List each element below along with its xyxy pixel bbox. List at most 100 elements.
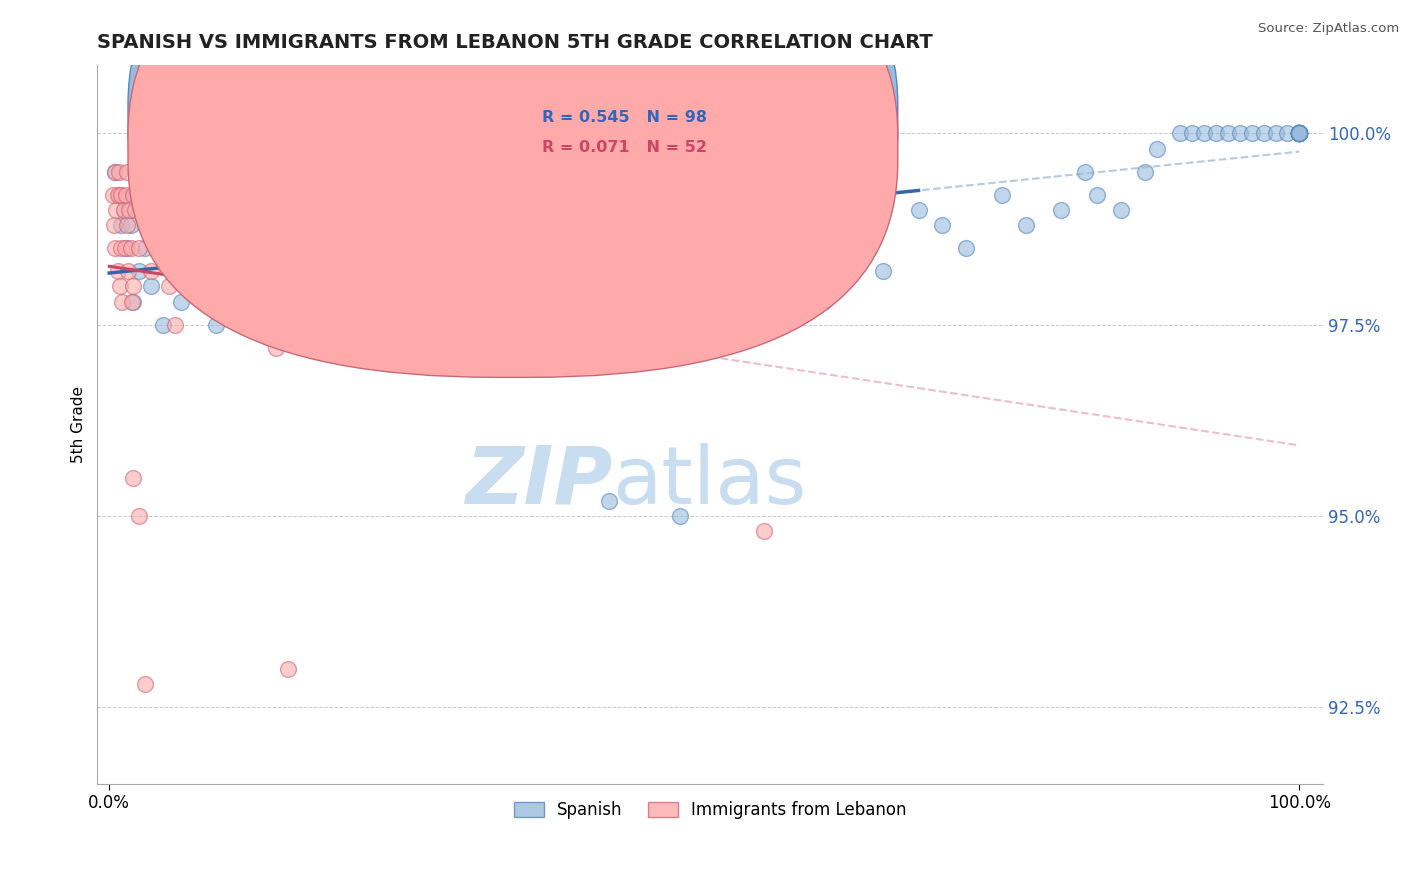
Point <box>1109 202 1132 217</box>
Point <box>112 202 135 217</box>
Point <box>128 508 150 523</box>
Point <box>124 187 146 202</box>
Point <box>193 202 215 217</box>
Point <box>634 241 657 255</box>
Point <box>152 318 174 332</box>
Point <box>139 279 162 293</box>
Point <box>1050 202 1073 217</box>
Point <box>693 264 716 278</box>
Point <box>205 318 228 332</box>
Legend: Spanish, Immigrants from Lebanon: Spanish, Immigrants from Lebanon <box>508 795 914 826</box>
Point <box>117 264 139 278</box>
Point <box>1288 127 1310 141</box>
Point <box>181 218 204 232</box>
Point <box>104 164 127 178</box>
Point <box>108 279 131 293</box>
Point <box>253 241 276 255</box>
Text: ZIP: ZIP <box>465 442 612 521</box>
Point <box>776 202 799 217</box>
Point <box>277 187 299 202</box>
Point <box>931 218 953 232</box>
Point <box>115 164 138 178</box>
Text: atlas: atlas <box>612 442 807 521</box>
Point <box>193 279 215 293</box>
Point <box>456 279 478 293</box>
Point <box>479 241 502 255</box>
Point <box>277 662 299 676</box>
Point <box>1014 218 1036 232</box>
Point <box>157 279 180 293</box>
Point <box>1288 127 1310 141</box>
Point <box>146 241 169 255</box>
Point <box>634 241 657 255</box>
Point <box>169 264 191 278</box>
Point <box>1192 127 1215 141</box>
Point <box>515 279 537 293</box>
Point <box>1288 127 1310 141</box>
Point <box>728 202 751 217</box>
Point <box>360 279 382 293</box>
Text: R = 0.545   N = 98: R = 0.545 N = 98 <box>543 111 707 125</box>
Point <box>479 241 502 255</box>
Point <box>991 187 1014 202</box>
Point <box>1253 127 1275 141</box>
Point <box>128 264 150 278</box>
Text: R = 0.071   N = 52: R = 0.071 N = 52 <box>543 140 707 155</box>
Point <box>128 241 150 255</box>
Point <box>181 241 204 255</box>
Point <box>288 218 311 232</box>
Point <box>1216 127 1239 141</box>
Point <box>187 264 209 278</box>
Point <box>1288 127 1310 141</box>
Point <box>105 202 128 217</box>
Point <box>1288 127 1310 141</box>
Point <box>515 294 537 309</box>
Point <box>1133 164 1156 178</box>
Point <box>419 202 441 217</box>
Point <box>1288 127 1310 141</box>
Point <box>432 218 454 232</box>
Point <box>264 341 287 355</box>
Point <box>1288 127 1310 141</box>
Point <box>336 218 359 232</box>
Point <box>1288 127 1310 141</box>
Point <box>163 318 186 332</box>
Point <box>107 187 129 202</box>
Point <box>104 164 127 178</box>
Point <box>205 294 228 309</box>
Point <box>122 471 145 485</box>
Point <box>110 187 132 202</box>
Point <box>115 218 138 232</box>
Point <box>134 218 156 232</box>
Point <box>1288 127 1310 141</box>
Point <box>1074 164 1097 178</box>
Point <box>813 294 835 309</box>
Point <box>115 187 138 202</box>
Point <box>107 264 129 278</box>
Point <box>574 294 596 309</box>
Point <box>1264 127 1286 141</box>
Point <box>1288 127 1310 141</box>
Point <box>288 241 311 255</box>
Point <box>1288 127 1310 141</box>
FancyBboxPatch shape <box>128 0 898 377</box>
Point <box>115 241 138 255</box>
Point <box>1240 127 1263 141</box>
Point <box>122 279 145 293</box>
Point <box>347 241 370 255</box>
Point <box>1229 127 1251 141</box>
Point <box>848 241 870 255</box>
Point <box>325 202 347 217</box>
Point <box>1288 127 1310 141</box>
Point <box>301 294 323 309</box>
Point <box>1146 142 1168 156</box>
Point <box>312 241 335 255</box>
Point <box>1277 127 1299 141</box>
Point <box>240 294 263 309</box>
Point <box>456 264 478 278</box>
Text: SPANISH VS IMMIGRANTS FROM LEBANON 5TH GRADE CORRELATION CHART: SPANISH VS IMMIGRANTS FROM LEBANON 5TH G… <box>97 33 934 52</box>
Point <box>163 202 186 217</box>
Point <box>336 264 359 278</box>
Point <box>124 202 146 217</box>
Point <box>118 202 141 217</box>
